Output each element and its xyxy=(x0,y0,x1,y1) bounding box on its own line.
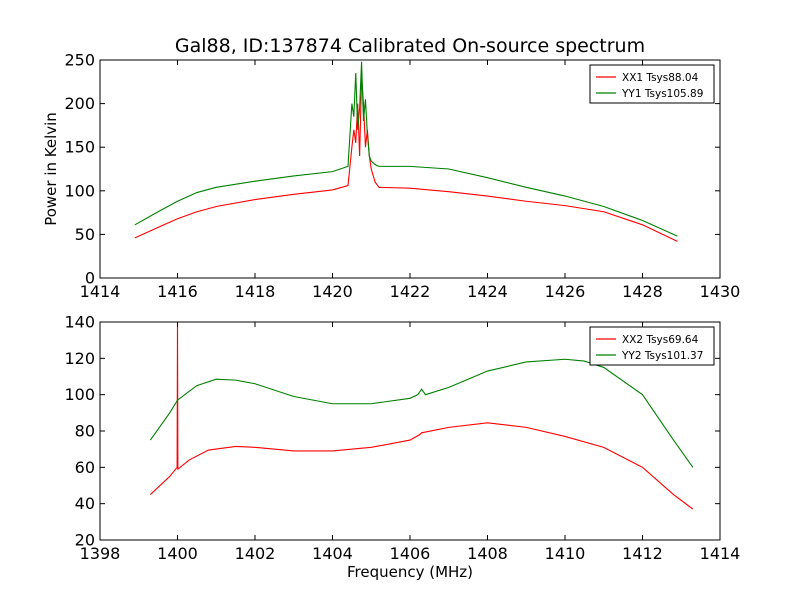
y-tick-label: 80 xyxy=(75,422,95,441)
x-tick-label: 1418 xyxy=(235,282,276,301)
legend-label: YY2 Tsys101.37 xyxy=(621,350,703,362)
y-tick-label: 20 xyxy=(75,531,95,550)
top-panel: 1414 1416 1418 1420 1422 1424 1426 1428 1430 0 50 1… xyxy=(42,51,740,302)
x-tick-label: 1422 xyxy=(390,282,431,301)
x-tick-label: 1430 xyxy=(700,282,741,301)
y-tick-label: 0 xyxy=(85,269,95,288)
x-tick-label: 1420 xyxy=(312,282,353,301)
x-axis-label: Frequency (MHz) xyxy=(347,563,473,581)
series-line-1-0 xyxy=(149,322,694,510)
chart-title: Gal88, ID:137874 Calibrated On-source sp… xyxy=(175,35,645,57)
legend-label: XX2 Tsys69.64 xyxy=(622,334,699,346)
legend-label: YY1 Tsys105.89 xyxy=(621,88,703,100)
x-tick-label: 1416 xyxy=(157,282,198,301)
y-tick-label: 60 xyxy=(75,458,95,477)
x-tick-label: 1404 xyxy=(312,544,353,563)
x-tick-label: 1400 xyxy=(157,544,198,563)
legend-1: XX2 Tsys69.64 YY2 Tsys101.37 xyxy=(589,326,715,366)
x-tick-label: 1408 xyxy=(467,544,508,563)
y-tick-label: 140 xyxy=(64,313,95,332)
y-tick-label: 40 xyxy=(75,494,95,513)
x-tick-label: 1402 xyxy=(235,544,276,563)
legend-0: XX1 Tsys88.04 YY1 Tsys105.89 xyxy=(589,64,715,104)
x-tick-label: 1414 xyxy=(80,282,121,301)
y-tick-label: 120 xyxy=(64,349,95,368)
x-tick-label: 1398 xyxy=(80,544,121,563)
y-tick-label: 100 xyxy=(64,181,95,200)
x-tick-label: 1410 xyxy=(545,544,586,563)
x-tick-label: 1414 xyxy=(700,544,741,563)
x-tick-label: 1412 xyxy=(622,544,663,563)
y-tick-label: 200 xyxy=(64,94,95,113)
x-tick-label: 1406 xyxy=(390,544,431,563)
x-tick-label: 1426 xyxy=(545,282,586,301)
y-tick-label: 250 xyxy=(64,51,95,70)
x-tick-label: 1424 xyxy=(467,282,508,301)
x-tick-label: 1428 xyxy=(622,282,663,301)
y-tick-label: 150 xyxy=(64,138,95,157)
legend-box xyxy=(589,326,715,366)
y-axis-label: Power in Kelvin xyxy=(42,112,60,226)
legend-label: XX1 Tsys88.04 xyxy=(622,72,699,84)
bottom-panel: 1398 1400 1402 1404 1406 1408 1410 1412 1414 20 40… xyxy=(64,313,740,582)
legend-box xyxy=(589,64,715,104)
series-line-0-1 xyxy=(134,61,678,237)
y-tick-label: 50 xyxy=(75,225,95,244)
y-tick-label: 100 xyxy=(64,385,95,404)
